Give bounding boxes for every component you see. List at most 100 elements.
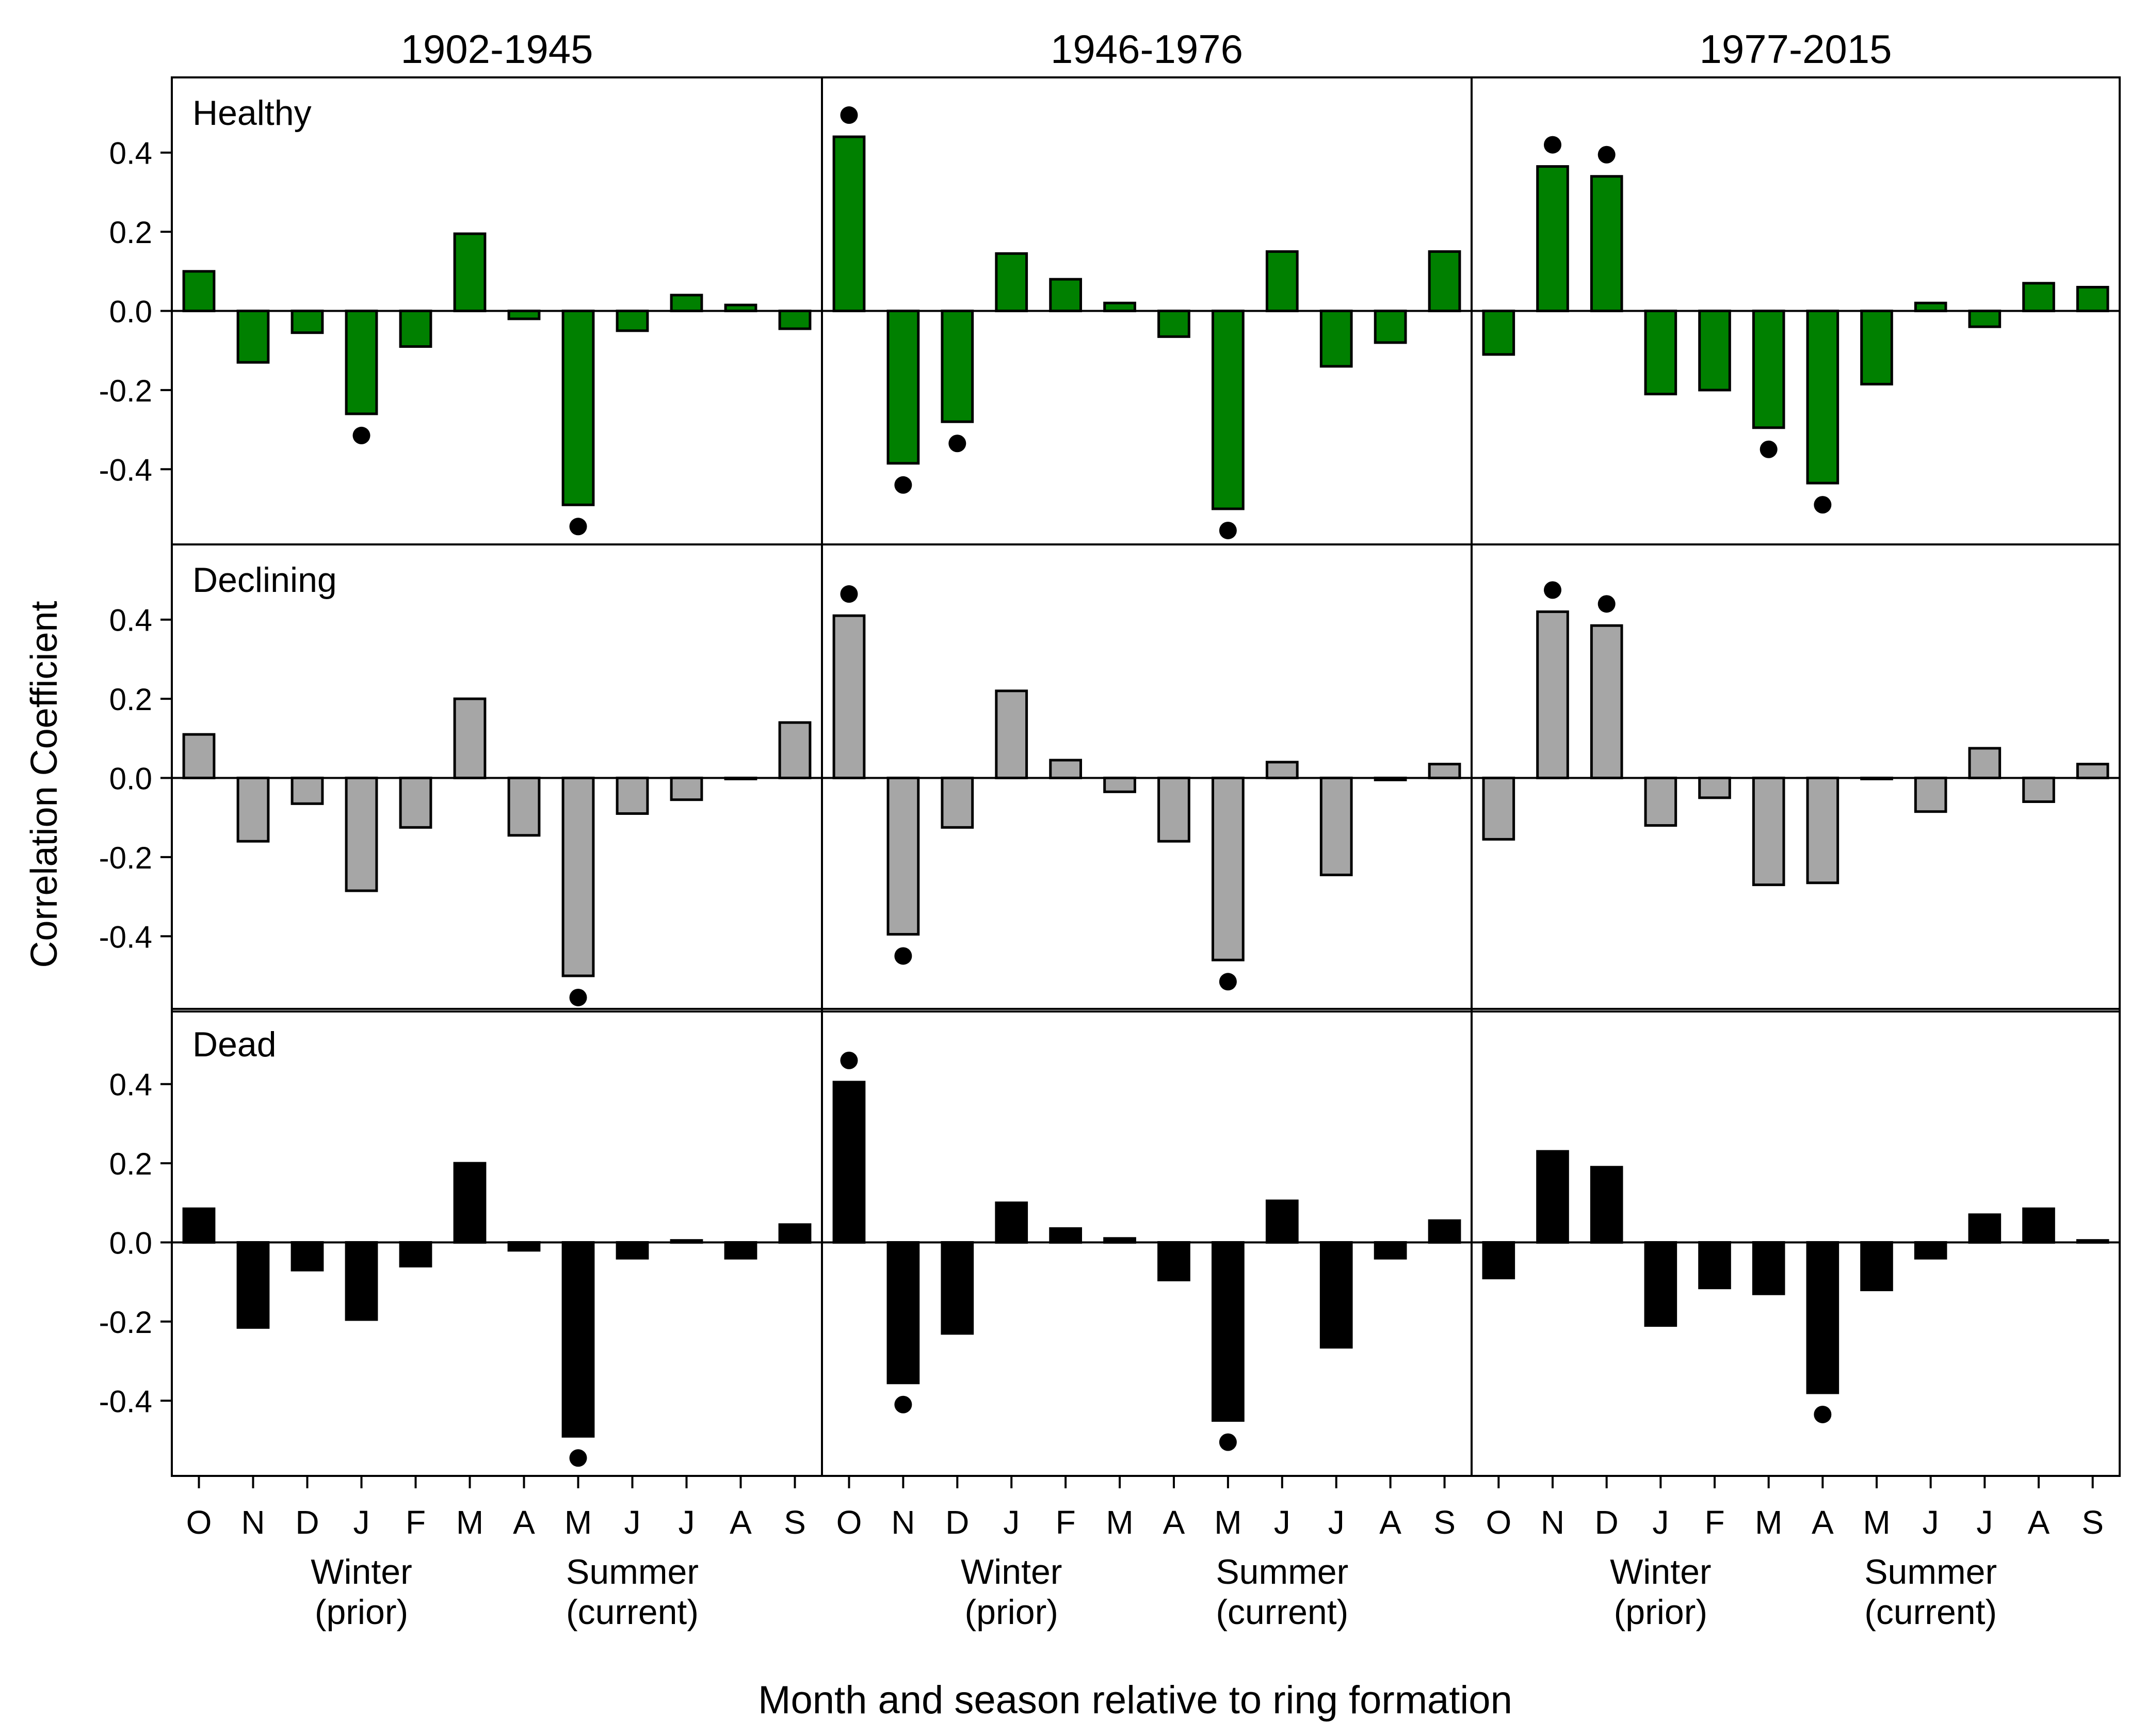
month-label: N	[891, 1504, 915, 1541]
significance-dot	[1219, 1433, 1237, 1451]
bar-healthy-1977-2015-7	[1860, 310, 1893, 385]
bar-healthy-1946-1976-5	[1103, 301, 1136, 312]
bar-declining-1977-2015-8	[1914, 777, 1947, 813]
bar-declining-1902-1945-3	[345, 777, 378, 892]
panel-dead-1977-2015	[1471, 1008, 2121, 1477]
significance-dot	[352, 426, 370, 444]
season-label-line2: (prior)	[1614, 1593, 1707, 1632]
month-label: D	[295, 1504, 319, 1541]
significance-dot	[569, 518, 587, 536]
panel-dead-1902-1945: Dead	[171, 1008, 823, 1477]
bar-healthy-1946-1976-6	[1157, 310, 1190, 338]
bar-declining-1977-2015-1	[1536, 610, 1569, 779]
significance-dot	[894, 476, 912, 494]
bar-healthy-1902-1945-5	[453, 232, 487, 312]
axes-layer: 1902-1945 1946-1976 1977-2015 0.4 0.2 0.0 -0.2…	[99, 26, 2104, 1632]
bar-dead-1977-2015-9	[1968, 1213, 2002, 1244]
bar-healthy-1977-2015-0	[1482, 310, 1515, 356]
month-label: D	[1595, 1504, 1619, 1541]
bar-healthy-1977-2015-9	[1968, 310, 2002, 328]
bar-healthy-1977-2015-10	[2022, 282, 2055, 312]
y-tick-label: 0.0	[109, 295, 152, 329]
month-label: A	[1163, 1504, 1185, 1541]
bar-dead-1946-1976-8	[1265, 1199, 1299, 1244]
significance-dot	[569, 1449, 587, 1467]
bar-healthy-1902-1945-2	[291, 310, 324, 334]
bar-declining-1977-2015-6	[1806, 777, 1840, 885]
y-tick-label: 0.2	[109, 1147, 152, 1181]
bar-dead-1977-2015-6	[1806, 1241, 1840, 1394]
bar-declining-1946-1976-3	[995, 689, 1028, 780]
bar-dead-1946-1976-4	[1049, 1227, 1083, 1244]
bar-healthy-1902-1945-9	[670, 294, 703, 312]
bar-declining-1902-1945-2	[291, 777, 324, 805]
month-label: J	[624, 1504, 641, 1541]
significance-dot	[1814, 1405, 1832, 1423]
month-label: J	[1003, 1504, 1020, 1541]
bar-dead-1946-1976-6	[1157, 1241, 1190, 1281]
month-label: S	[784, 1504, 806, 1541]
y-tick-label: 0.4	[109, 1068, 152, 1102]
bar-healthy-1977-2015-1	[1536, 165, 1569, 312]
month-label: J	[679, 1504, 695, 1541]
month-label: S	[2082, 1504, 2104, 1541]
bar-healthy-1977-2015-8	[1914, 301, 1947, 312]
bar-dead-1977-2015-10	[2022, 1207, 2055, 1244]
y-tick-label: -0.4	[99, 453, 152, 487]
significance-dot	[840, 585, 858, 603]
panel-healthy-1902-1945: Healthy	[171, 76, 823, 545]
bar-dead-1946-1976-1	[886, 1241, 920, 1385]
month-label: M	[1863, 1504, 1890, 1541]
bar-declining-1946-1976-2	[941, 777, 974, 829]
significance-dot	[1544, 581, 1561, 599]
bar-dead-1977-2015-5	[1752, 1241, 1785, 1295]
bar-healthy-1977-2015-6	[1806, 310, 1840, 485]
y-tick-label: -0.2	[99, 841, 152, 875]
bar-dead-1902-1945-3	[345, 1241, 378, 1321]
panel-frame	[1471, 543, 2121, 1012]
period-title-1977-2015: 1977-2015	[1699, 26, 1892, 72]
bar-healthy-1902-1945-3	[345, 310, 378, 415]
bar-dead-1977-2015-1	[1536, 1150, 1569, 1244]
bar-dead-1946-1976-0	[832, 1081, 866, 1244]
bar-healthy-1902-1945-11	[778, 310, 812, 330]
significance-dot	[569, 988, 587, 1006]
bar-declining-1977-2015-2	[1590, 624, 1623, 780]
bar-dead-1902-1945-0	[182, 1207, 216, 1244]
bar-dead-1902-1945-10	[724, 1241, 757, 1260]
month-label: O	[186, 1504, 212, 1541]
panel-dead-1946-1976	[821, 1008, 1473, 1477]
month-label: O	[1486, 1504, 1511, 1541]
bar-declining-1977-2015-0	[1482, 777, 1515, 841]
month-label: M	[1755, 1504, 1782, 1541]
bar-declining-1902-1945-1	[236, 777, 270, 843]
bar-healthy-1946-1976-0	[832, 135, 866, 312]
bar-dead-1977-2015-2	[1590, 1166, 1623, 1244]
season-label-line2: (current)	[1216, 1593, 1348, 1632]
bar-healthy-1977-2015-4	[1698, 310, 1731, 392]
month-label: J	[1652, 1504, 1669, 1541]
bar-healthy-1977-2015-2	[1590, 175, 1623, 312]
bar-declining-1946-1976-4	[1049, 759, 1083, 780]
bar-declining-1946-1976-11	[1428, 763, 1461, 779]
bar-healthy-1977-2015-11	[2076, 285, 2109, 312]
season-label-line2: (prior)	[965, 1593, 1058, 1632]
bar-dead-1946-1976-2	[941, 1241, 974, 1335]
bar-dead-1977-2015-4	[1698, 1241, 1731, 1290]
y-tick-label: 0.2	[109, 215, 152, 250]
month-label: N	[1541, 1504, 1564, 1541]
season-label-line2: (current)	[566, 1593, 699, 1632]
bar-healthy-1946-1976-3	[995, 252, 1028, 312]
bar-declining-1977-2015-11	[2076, 763, 2109, 779]
significance-dot	[1544, 136, 1561, 154]
bar-healthy-1946-1976-8	[1265, 250, 1299, 313]
period-title-1946-1976: 1946-1976	[1051, 26, 1243, 72]
month-label: M	[1106, 1504, 1133, 1541]
month-label: A	[1812, 1504, 1834, 1541]
bar-dead-1977-2015-0	[1482, 1241, 1515, 1280]
bar-declining-1902-1945-6	[507, 777, 541, 837]
significance-dot	[894, 1395, 912, 1413]
month-label: J	[1976, 1504, 1993, 1541]
bar-dead-1946-1976-9	[1319, 1241, 1353, 1349]
row-label-declining: Declining	[192, 560, 337, 600]
